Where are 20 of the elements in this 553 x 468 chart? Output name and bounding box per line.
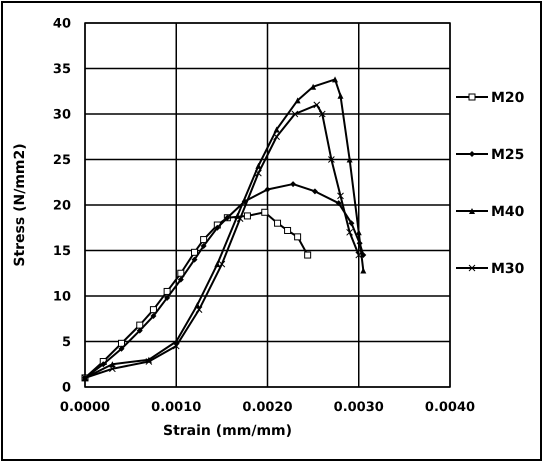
x-tick-label: 0.0000 [60, 400, 110, 415]
x-tick-label: 0.0040 [424, 400, 476, 415]
y-tick-label: 25 [52, 153, 71, 168]
legend-label: M40 [491, 204, 525, 220]
y-tick-label: 35 [52, 62, 71, 78]
x-axis-title: Strain (mm/mm) [162, 423, 292, 439]
y-tick-label: 40 [52, 16, 71, 32]
y-tick-label: 0 [62, 380, 71, 396]
y-tick-label: 20 [52, 198, 71, 214]
legend-label: M20 [491, 90, 525, 106]
y-tick-label: 15 [52, 244, 71, 260]
y-axis-title: Stress (N/mm2) [12, 143, 28, 267]
x-tick-label: 0.0010 [151, 400, 202, 415]
x-tick-label: 0.0030 [334, 400, 384, 415]
legend-label: M30 [491, 260, 525, 277]
y-tick-label: 30 [52, 108, 71, 123]
legend-label: M25 [491, 146, 524, 163]
y-tick-label: 10 [52, 290, 71, 305]
y-tick-label: 5 [62, 335, 71, 350]
x-tick-label: 0.0020 [242, 400, 293, 415]
